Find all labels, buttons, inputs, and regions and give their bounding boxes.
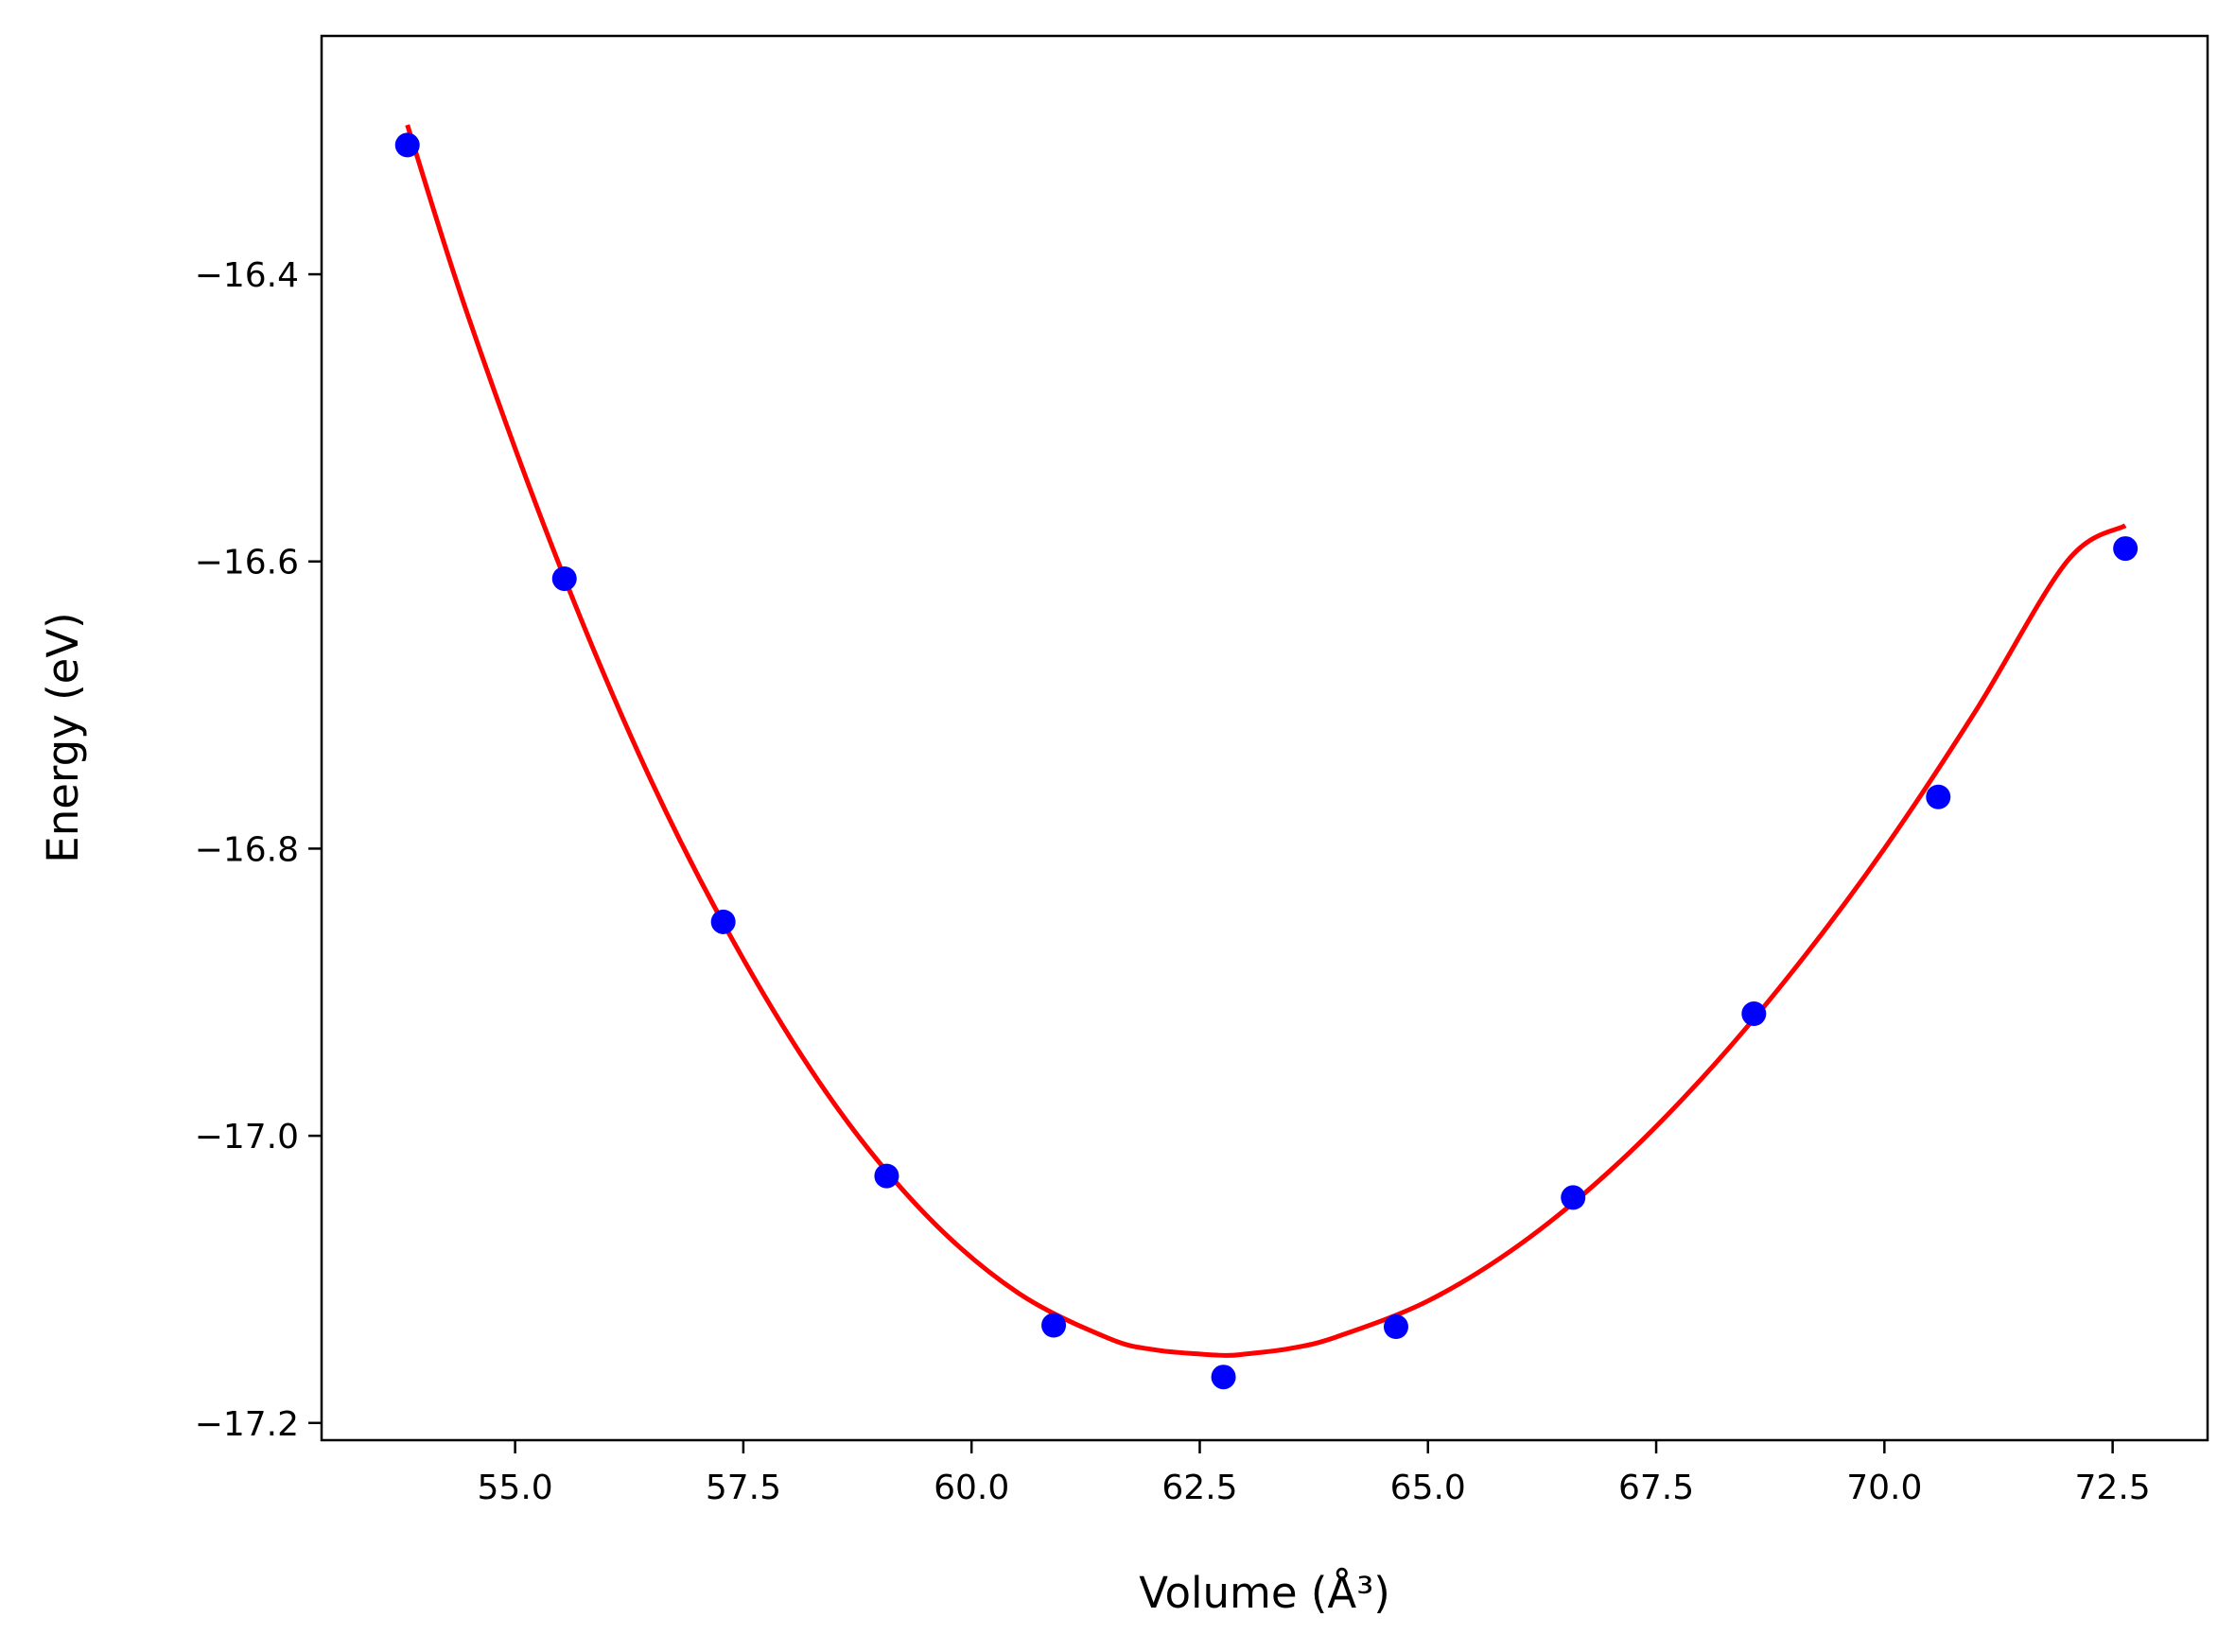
data-point	[1926, 784, 1951, 809]
data-point	[1211, 1365, 1236, 1390]
y-axis: −16.4 −16.6 −16.8 −17.0 −17.2	[195, 256, 322, 1444]
x-tick-label: 55.0	[478, 1469, 553, 1507]
y-tick-label: −16.6	[195, 544, 299, 583]
x-tick-label: 60.0	[934, 1469, 1009, 1507]
data-point	[394, 132, 420, 158]
y-tick-label: −16.4	[195, 256, 299, 295]
data-point	[1041, 1313, 1067, 1338]
data-point	[1561, 1185, 1586, 1210]
data-point	[2113, 536, 2139, 562]
y-tick-label: −16.8	[195, 830, 299, 869]
data-points-layer	[394, 132, 2139, 1390]
data-point	[874, 1163, 899, 1189]
x-tick-label: 67.5	[1618, 1469, 1694, 1507]
plot-background	[322, 36, 2208, 1440]
x-tick-label: 65.0	[1390, 1469, 1466, 1507]
x-tick-label: 72.5	[2075, 1469, 2151, 1507]
y-tick-label: −17.0	[195, 1118, 299, 1156]
data-point	[551, 565, 577, 591]
data-point	[710, 909, 736, 934]
y-axis-label: Energy (eV)	[38, 612, 88, 862]
plot-frame	[320, 34, 2209, 1442]
y-tick-label: −17.2	[195, 1405, 299, 1444]
x-tick-label: 62.5	[1161, 1469, 1237, 1507]
x-tick-label: 57.5	[706, 1469, 781, 1507]
data-point	[1741, 1001, 1767, 1027]
fit-curve	[405, 124, 2127, 1358]
x-axis-label: Volume (Å³)	[1139, 1568, 1390, 1618]
x-tick-label: 70.0	[1846, 1469, 1922, 1507]
data-point	[1383, 1314, 1408, 1340]
fit-line-layer	[405, 124, 2127, 1358]
x-axis: 55.0 57.5 60.0 62.5 65.0 67.5 70.0 72.5	[478, 1440, 2151, 1507]
